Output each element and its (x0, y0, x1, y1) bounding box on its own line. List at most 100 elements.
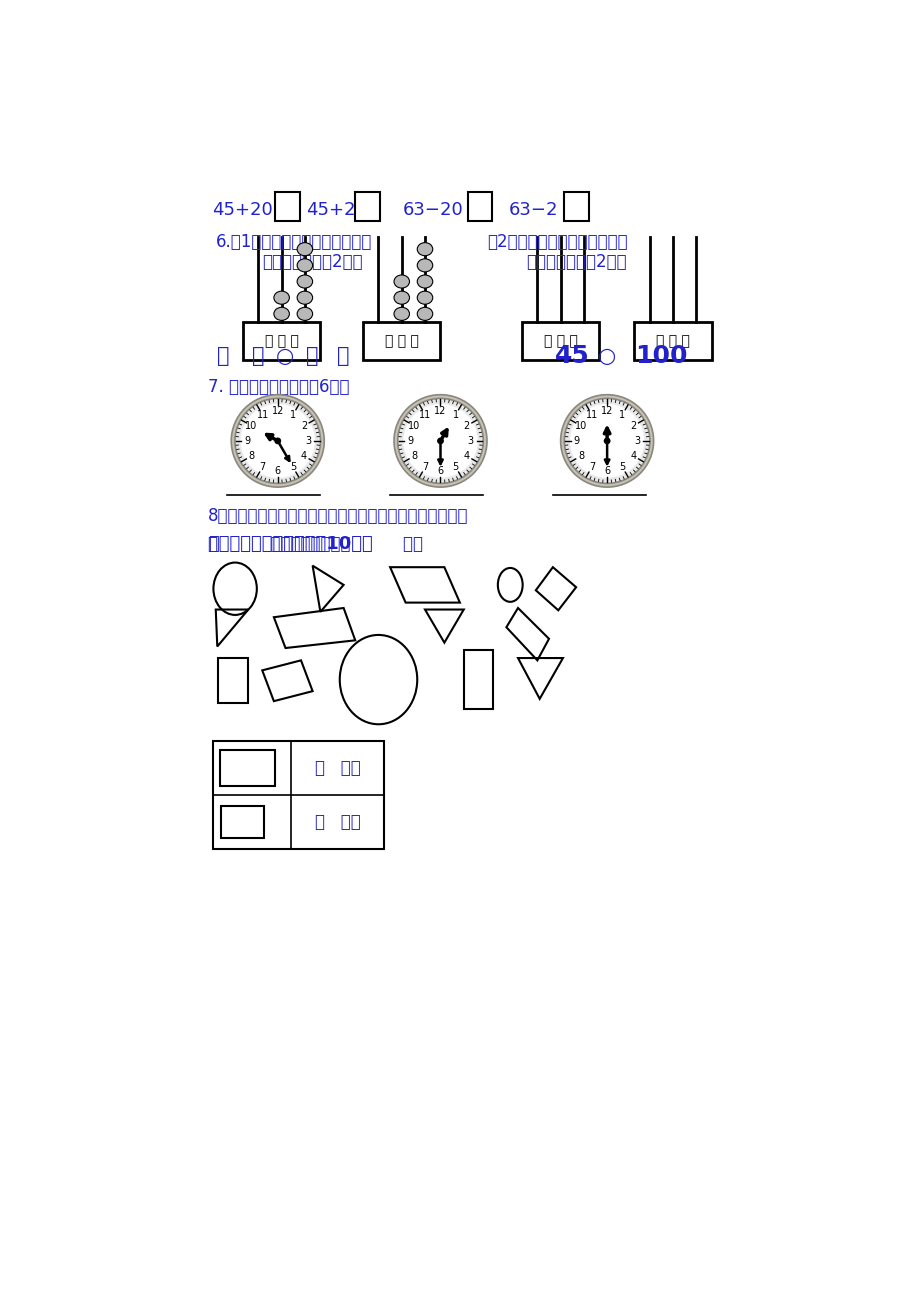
Circle shape (393, 395, 486, 488)
Ellipse shape (274, 291, 289, 304)
Text: 7: 7 (422, 462, 428, 472)
Ellipse shape (297, 276, 312, 289)
Text: 百 十 个: 百 十 个 (655, 334, 689, 348)
Text: 6: 6 (437, 465, 443, 476)
Ellipse shape (297, 307, 312, 320)
Text: 6: 6 (604, 465, 609, 476)
Circle shape (397, 398, 482, 484)
Text: 1: 1 (452, 410, 459, 420)
Text: 6.（1）根据计数器先写出得数，: 6.（1）根据计数器先写出得数， (216, 233, 371, 251)
Text: 7. 看钟表，写时间。（6分）: 7. 看钟表，写时间。（6分） (208, 378, 349, 396)
Ellipse shape (297, 259, 312, 272)
Text: 11: 11 (256, 410, 268, 420)
Text: 12: 12 (600, 406, 613, 416)
Text: 3: 3 (467, 436, 473, 446)
Text: 5: 5 (289, 462, 296, 472)
Bar (213, 741, 383, 849)
Text: 百 十 个: 百 十 个 (543, 334, 577, 348)
Text: 5: 5 (618, 462, 625, 472)
Ellipse shape (393, 291, 409, 304)
Text: 5: 5 (452, 462, 459, 472)
Text: 再比较大小。（2分）: 再比较大小。（2分） (262, 254, 362, 272)
Text: （   ）个: （ ）个 (314, 759, 360, 777)
Text: （   ）个: （ ）个 (314, 812, 360, 831)
Text: 6: 6 (275, 465, 280, 476)
Bar (355, 192, 380, 221)
Text: 8: 8 (411, 451, 417, 462)
Text: 2: 2 (630, 421, 636, 430)
Text: 8: 8 (577, 451, 584, 462)
Bar (275, 192, 300, 221)
Text: 2: 2 (463, 421, 470, 430)
Text: 12: 12 (271, 406, 284, 416)
Text: 100: 100 (634, 344, 686, 368)
Circle shape (560, 395, 652, 488)
Text: 百 十 个: 百 十 个 (265, 334, 299, 348)
Ellipse shape (417, 259, 432, 272)
Text: 7: 7 (259, 462, 266, 472)
Ellipse shape (297, 291, 312, 304)
Text: （: （ (306, 346, 319, 367)
Text: （: （ (217, 346, 230, 367)
Text: 9: 9 (244, 436, 250, 446)
Text: （          ），你的左面是（          ）。: （ ），你的左面是（ ）。 (208, 536, 423, 552)
Circle shape (234, 398, 320, 484)
Bar (243, 321, 320, 360)
Bar (220, 750, 275, 786)
Text: 10: 10 (574, 421, 586, 430)
Text: ○: ○ (276, 346, 294, 367)
Text: 11: 11 (585, 410, 597, 420)
Text: 百 十 个: 百 十 个 (384, 334, 418, 348)
Text: 12: 12 (434, 406, 447, 416)
Ellipse shape (417, 291, 432, 304)
Ellipse shape (393, 276, 409, 289)
Text: 9: 9 (573, 436, 579, 446)
Text: 11: 11 (419, 410, 431, 420)
Text: 2: 2 (301, 421, 307, 430)
Text: 1: 1 (618, 410, 625, 420)
Text: 7: 7 (588, 462, 595, 472)
Text: 10: 10 (408, 421, 420, 430)
Text: 9: 9 (407, 436, 413, 446)
Ellipse shape (417, 243, 432, 256)
Circle shape (231, 395, 323, 488)
Circle shape (275, 438, 280, 443)
Text: 8、早晨，你面向太阳站立，你的前面是东方，你的后面是: 8、早晨，你面向太阳站立，你的前面是东方，你的后面是 (208, 507, 468, 525)
Circle shape (569, 404, 643, 478)
Ellipse shape (417, 276, 432, 289)
Bar (467, 192, 492, 221)
Bar (218, 658, 247, 703)
Text: 10: 10 (245, 421, 257, 430)
Bar (463, 650, 493, 708)
Ellipse shape (417, 307, 432, 320)
Circle shape (563, 398, 649, 484)
Text: ○: ○ (597, 346, 616, 367)
Text: 三、数一数，填一填。（10分）: 三、数一数，填一填。（10分） (208, 536, 372, 552)
Text: 4: 4 (630, 451, 636, 462)
Text: （2）在计数器上先画出算珠，: （2）在计数器上先画出算珠， (486, 233, 627, 251)
Text: 45+2: 45+2 (305, 202, 355, 218)
Text: 63−20: 63−20 (402, 202, 462, 218)
Text: 63−2: 63−2 (508, 202, 558, 218)
Circle shape (240, 404, 314, 478)
Text: ）: ） (337, 346, 349, 367)
Text: ）: ） (252, 346, 265, 367)
Ellipse shape (297, 243, 312, 256)
Bar (633, 321, 711, 360)
Ellipse shape (274, 307, 289, 320)
Text: 45: 45 (554, 344, 589, 368)
Text: 再比较大小。（2分）: 再比较大小。（2分） (525, 254, 626, 272)
Text: 45+20: 45+20 (212, 202, 273, 218)
Bar (363, 321, 440, 360)
Text: 4: 4 (301, 451, 307, 462)
Ellipse shape (393, 307, 409, 320)
Circle shape (403, 404, 477, 478)
Circle shape (604, 438, 609, 443)
Bar (564, 192, 589, 221)
Text: 3: 3 (633, 436, 640, 446)
Bar (521, 321, 598, 360)
Text: 3: 3 (304, 436, 311, 446)
Text: 8: 8 (248, 451, 255, 462)
Text: 4: 4 (463, 451, 470, 462)
Text: 1: 1 (289, 410, 296, 420)
